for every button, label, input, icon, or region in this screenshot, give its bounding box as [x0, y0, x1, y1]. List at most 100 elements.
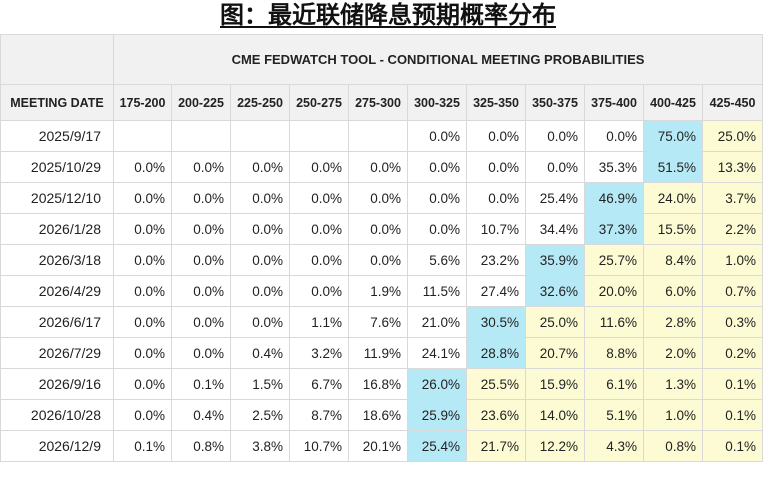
probability-cell: 20.7% [525, 337, 585, 369]
probability-cell: 46.9% [584, 182, 644, 214]
probability-cell: 1.0% [702, 244, 763, 276]
probability-cell: 0.0% [348, 151, 408, 183]
probability-cell: 0.0% [113, 151, 172, 183]
probability-cell: 8.8% [584, 337, 644, 369]
probability-cell: 2.0% [643, 337, 703, 369]
table-row: 2025/9/17 0.0% 0.0% 0.0% 0.0% 75.0% 25.0% [0, 120, 763, 152]
table-row: 2026/12/9 0.1% 0.8% 3.8% 10.7% 20.1% 25.4% 21.7… [0, 430, 763, 462]
probability-cell: 2.2% [702, 213, 763, 245]
probability-cell: 1.3% [643, 368, 703, 400]
corner-cell [0, 34, 114, 85]
probability-cell: 7.6% [348, 306, 408, 338]
table-row: 2026/4/29 0.0% 0.0% 0.0% 0.0% 1.9% 11.5% 27.4% 3… [0, 275, 763, 307]
probability-cell: 23.2% [466, 244, 526, 276]
super-header-row: CME FEDWATCH TOOL - CONDITIONAL MEETING … [0, 34, 763, 85]
probability-cell: 18.6% [348, 399, 408, 431]
meeting-date-cell: 2026/9/16 [0, 368, 114, 400]
meeting-date-cell: 2025/9/17 [0, 120, 114, 152]
meeting-date-cell: 2026/1/28 [0, 213, 114, 245]
table-row: 2026/10/28 0.0% 0.4% 2.5% 8.7% 18.6% 25.9% 23.6… [0, 399, 763, 431]
probability-cell: 0.0% [230, 182, 290, 214]
probability-cell [113, 120, 172, 152]
probability-cell: 10.7% [289, 430, 349, 462]
rate-range-header: 325-350 [466, 84, 526, 121]
probability-cell: 0.0% [466, 182, 526, 214]
probability-cell: 26.0% [407, 368, 467, 400]
probability-cell: 0.0% [171, 337, 231, 369]
probability-cell: 35.3% [584, 151, 644, 183]
probability-cell: 25.0% [525, 306, 585, 338]
fedwatch-table: CME FEDWATCH TOOL - CONDITIONAL MEETING … [0, 34, 763, 462]
rate-range-header: 275-300 [348, 84, 408, 121]
probability-cell: 0.0% [584, 120, 644, 152]
rate-range-header: 250-275 [289, 84, 349, 121]
column-header-row: MEETING DATE 175-200 200-225 225-250 250-27… [0, 84, 763, 121]
meeting-date-cell: 2026/10/28 [0, 399, 114, 431]
probability-cell: 0.0% [289, 182, 349, 214]
probability-cell: 0.1% [702, 368, 763, 400]
probability-cell: 37.3% [584, 213, 644, 245]
table-row: 2026/9/16 0.0% 0.1% 1.5% 6.7% 16.8% 26.0% 25.5%… [0, 368, 763, 400]
probability-cell: 0.0% [113, 399, 172, 431]
probability-cell: 0.0% [407, 120, 467, 152]
probability-cell: 0.4% [171, 399, 231, 431]
probability-cell: 1.0% [643, 399, 703, 431]
probability-cell [289, 120, 349, 152]
probability-cell: 11.6% [584, 306, 644, 338]
probability-cell: 0.3% [702, 306, 763, 338]
probability-cell: 0.0% [348, 213, 408, 245]
probability-cell: 4.3% [584, 430, 644, 462]
rate-range-header: 225-250 [230, 84, 290, 121]
probability-cell: 1.1% [289, 306, 349, 338]
probability-cell: 2.8% [643, 306, 703, 338]
rate-range-header: 175-200 [113, 84, 172, 121]
meeting-date-cell: 2026/6/17 [0, 306, 114, 338]
probability-cell: 0.0% [466, 151, 526, 183]
rate-range-header: 350-375 [525, 84, 585, 121]
probability-cell: 32.6% [525, 275, 585, 307]
probability-cell: 0.0% [113, 306, 172, 338]
probability-cell: 0.0% [525, 120, 585, 152]
probability-cell: 27.4% [466, 275, 526, 307]
probability-cell: 10.7% [466, 213, 526, 245]
probability-cell: 25.4% [525, 182, 585, 214]
probability-cell: 15.9% [525, 368, 585, 400]
probability-cell: 0.0% [525, 151, 585, 183]
probability-cell: 34.4% [525, 213, 585, 245]
probability-cell: 0.4% [230, 337, 290, 369]
probability-cell: 16.8% [348, 368, 408, 400]
probability-cell: 0.8% [171, 430, 231, 462]
probability-cell: 0.0% [407, 182, 467, 214]
probability-cell: 11.9% [348, 337, 408, 369]
probability-cell: 0.1% [702, 430, 763, 462]
meeting-date-cell: 2025/10/29 [0, 151, 114, 183]
probability-cell: 1.5% [230, 368, 290, 400]
meeting-date-cell: 2026/7/29 [0, 337, 114, 369]
probability-cell: 13.3% [702, 151, 763, 183]
probability-cell: 11.5% [407, 275, 467, 307]
probability-cell: 28.8% [466, 337, 526, 369]
probability-cell: 0.1% [171, 368, 231, 400]
probability-cell: 0.0% [171, 151, 231, 183]
probability-cell: 0.0% [113, 244, 172, 276]
probability-cell: 20.1% [348, 430, 408, 462]
probability-cell: 25.9% [407, 399, 467, 431]
rate-range-header: 200-225 [171, 84, 231, 121]
probability-cell: 24.0% [643, 182, 703, 214]
meeting-date-header: MEETING DATE [0, 84, 114, 121]
probability-cell: 25.4% [407, 430, 467, 462]
probability-cell: 21.0% [407, 306, 467, 338]
probability-cell: 5.6% [407, 244, 467, 276]
table-row: 2026/6/17 0.0% 0.0% 0.0% 1.1% 7.6% 21.0% 30.5% 2… [0, 306, 763, 338]
probability-cell: 21.7% [466, 430, 526, 462]
probability-cell: 0.0% [289, 151, 349, 183]
probability-cell: 0.0% [289, 213, 349, 245]
probability-cell: 0.0% [466, 120, 526, 152]
probability-cell: 0.0% [113, 337, 172, 369]
probability-cell: 0.0% [171, 244, 231, 276]
probability-cell [230, 120, 290, 152]
probability-cell: 25.0% [702, 120, 763, 152]
probability-cell: 0.0% [230, 151, 290, 183]
probability-cell: 0.1% [113, 430, 172, 462]
probability-cell: 24.1% [407, 337, 467, 369]
